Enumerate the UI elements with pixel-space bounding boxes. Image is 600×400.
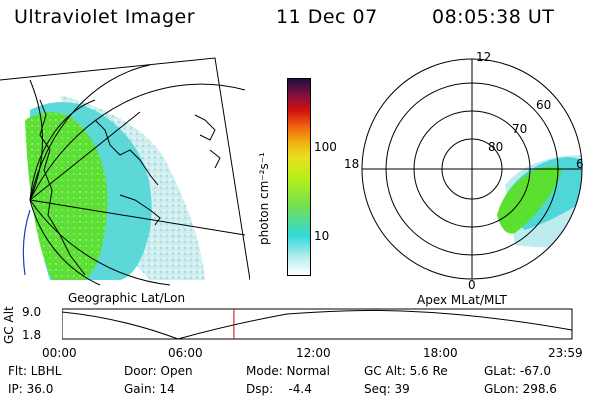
mlt-label-18: 18 [344,157,359,171]
mlt-label-0: 0 [468,278,476,292]
geographic-map [0,57,250,286]
polar-plot: 12 18 6 0 60 70 80 [344,50,584,292]
mlat-label-80: 80 [488,140,503,154]
timeline-ytick-top: 9.0 [22,305,42,319]
colorbar-unit-label: photon cm⁻²s⁻¹ [257,152,271,245]
view-boundary [0,57,250,281]
polar-aurora-core [497,166,562,234]
info-glat: GLat: -67.0 [484,364,551,378]
timeline-xtick-2: 12:00 [296,346,331,360]
info-glon: GLon: 298.6 [484,382,557,396]
info-seq: Seq: 39 [364,382,410,396]
time-label: 08:05:38 UT [432,6,555,28]
info-mode: Mode: Normal [246,364,330,378]
timeline-xtick-0: 00:00 [42,346,77,360]
instrument-title: Ultraviolet Imager [14,6,196,28]
orbit-altitude-curve [62,309,573,340]
colorbar [287,78,311,276]
left-panel-caption: Geographic Lat/Lon [68,291,186,305]
mlat-label-60: 60 [536,98,551,112]
mlt-label-6: 6 [576,157,584,171]
mlt-label-12: 12 [476,50,491,64]
date-label: 11 Dec 07 [276,6,378,28]
info-door: Door: Open [124,364,193,378]
timeline-ylabel: GC Alt [2,306,16,344]
mlat-label-70: 70 [512,122,527,136]
timeline-xtick-1: 06:00 [168,346,203,360]
info-dsp: Dsp: -4.4 [246,382,312,396]
right-panel-caption: Apex MLat/MLT [417,293,507,307]
timeline-xtick-3: 18:00 [423,346,458,360]
info-gain: Gain: 14 [124,382,175,396]
info-flt: Flt: LBHL [8,364,62,378]
info-ip: IP: 36.0 [8,382,54,396]
timeline-xtick-4: 23:59 [548,346,583,360]
info-gc-alt: GC Alt: 5.6 Re [364,364,448,378]
timeline-ytick-bottom: 1.8 [22,328,42,342]
colorbar-tick-10: 10 [314,229,330,243]
timeline-plot [62,308,573,340]
colorbar-tick-100: 100 [314,140,337,154]
